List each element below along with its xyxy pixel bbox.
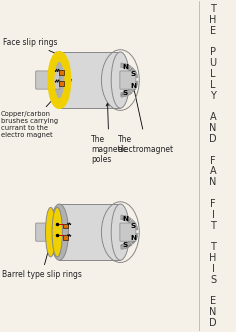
Polygon shape (129, 219, 138, 230)
Ellipse shape (50, 52, 68, 108)
Text: T: T (210, 242, 216, 252)
Ellipse shape (111, 204, 130, 260)
Text: N: N (122, 64, 128, 70)
Polygon shape (129, 67, 138, 78)
Text: I: I (212, 210, 215, 220)
Ellipse shape (52, 208, 62, 257)
Text: N: N (209, 307, 217, 317)
Text: L: L (210, 69, 216, 79)
Text: L: L (210, 80, 216, 90)
Polygon shape (121, 63, 131, 70)
Text: A: A (210, 166, 216, 176)
Text: E: E (210, 26, 216, 36)
Text: U: U (210, 58, 217, 68)
Polygon shape (130, 81, 138, 92)
Ellipse shape (50, 204, 68, 260)
FancyBboxPatch shape (36, 71, 60, 89)
Text: Barrel type slip rings: Barrel type slip rings (2, 229, 82, 279)
Text: The
electromagnet: The electromagnet (118, 79, 174, 154)
Text: D: D (209, 318, 217, 328)
Text: S: S (210, 275, 216, 285)
FancyBboxPatch shape (120, 71, 136, 89)
FancyBboxPatch shape (36, 223, 60, 241)
Text: T: T (210, 4, 216, 14)
Text: N: N (130, 83, 136, 89)
Ellipse shape (111, 52, 130, 108)
Bar (63, 223, 67, 228)
Text: N: N (209, 123, 217, 133)
Text: H: H (209, 15, 217, 25)
Text: A: A (210, 112, 216, 122)
Text: E: E (210, 296, 216, 306)
Bar (59, 52, 120, 108)
Bar (63, 235, 67, 240)
FancyBboxPatch shape (120, 223, 136, 241)
Ellipse shape (46, 208, 56, 257)
Text: I: I (212, 264, 215, 274)
Text: Y: Y (210, 91, 216, 101)
Text: D: D (209, 134, 217, 144)
Text: S: S (123, 242, 128, 248)
Text: S: S (123, 90, 128, 96)
Bar (59, 204, 120, 260)
Text: S: S (130, 71, 135, 77)
Text: N: N (209, 177, 217, 187)
Text: N: N (122, 216, 128, 222)
Text: H: H (209, 253, 217, 263)
Text: The
magnetic
poles: The magnetic poles (91, 103, 127, 164)
Polygon shape (121, 215, 131, 222)
Text: F: F (210, 156, 216, 166)
Bar (59, 70, 64, 75)
Polygon shape (121, 89, 132, 97)
Text: T: T (210, 220, 216, 230)
Text: Face slip rings: Face slip rings (3, 38, 58, 55)
Polygon shape (130, 233, 138, 244)
Bar (59, 81, 64, 86)
Text: P: P (210, 47, 216, 57)
Text: S: S (130, 223, 135, 229)
Text: Copper/carbon
brushes carrying
currant to the
electro magnet: Copper/carbon brushes carrying currant t… (1, 79, 71, 138)
Text: N: N (130, 235, 136, 241)
Text: F: F (210, 199, 216, 209)
Polygon shape (121, 242, 132, 249)
